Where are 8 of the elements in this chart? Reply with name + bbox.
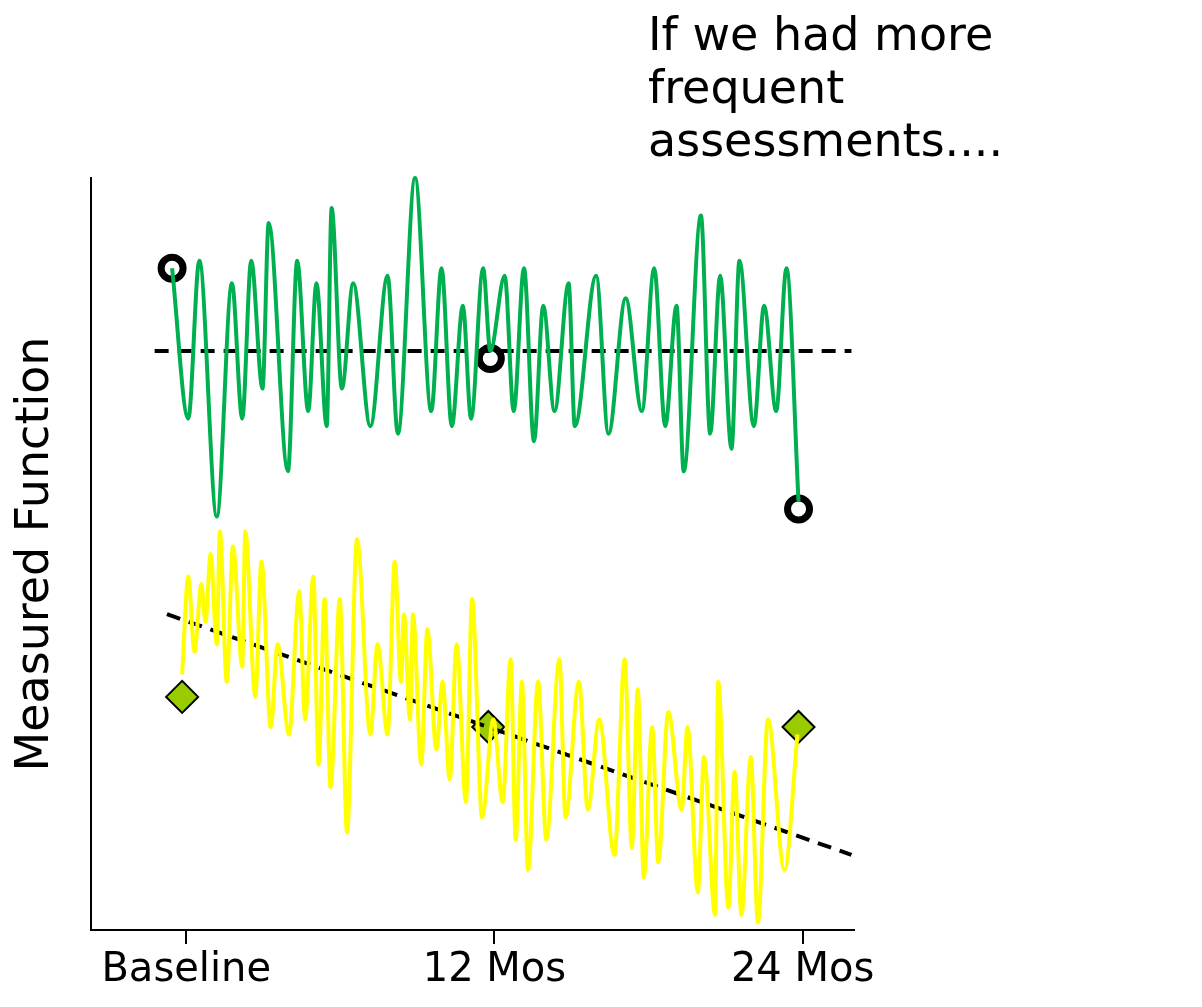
x-tick-label: 24 Mos <box>730 944 875 991</box>
x-tick-label: 12 Mos <box>422 944 567 991</box>
x-tick-label: Baseline <box>101 944 272 991</box>
point <box>165 679 200 714</box>
chart-title: If we had more frequent assessments.... <box>648 7 1005 167</box>
y-axis-title: Measured Function <box>4 336 59 772</box>
point <box>784 494 814 524</box>
point <box>781 709 816 744</box>
